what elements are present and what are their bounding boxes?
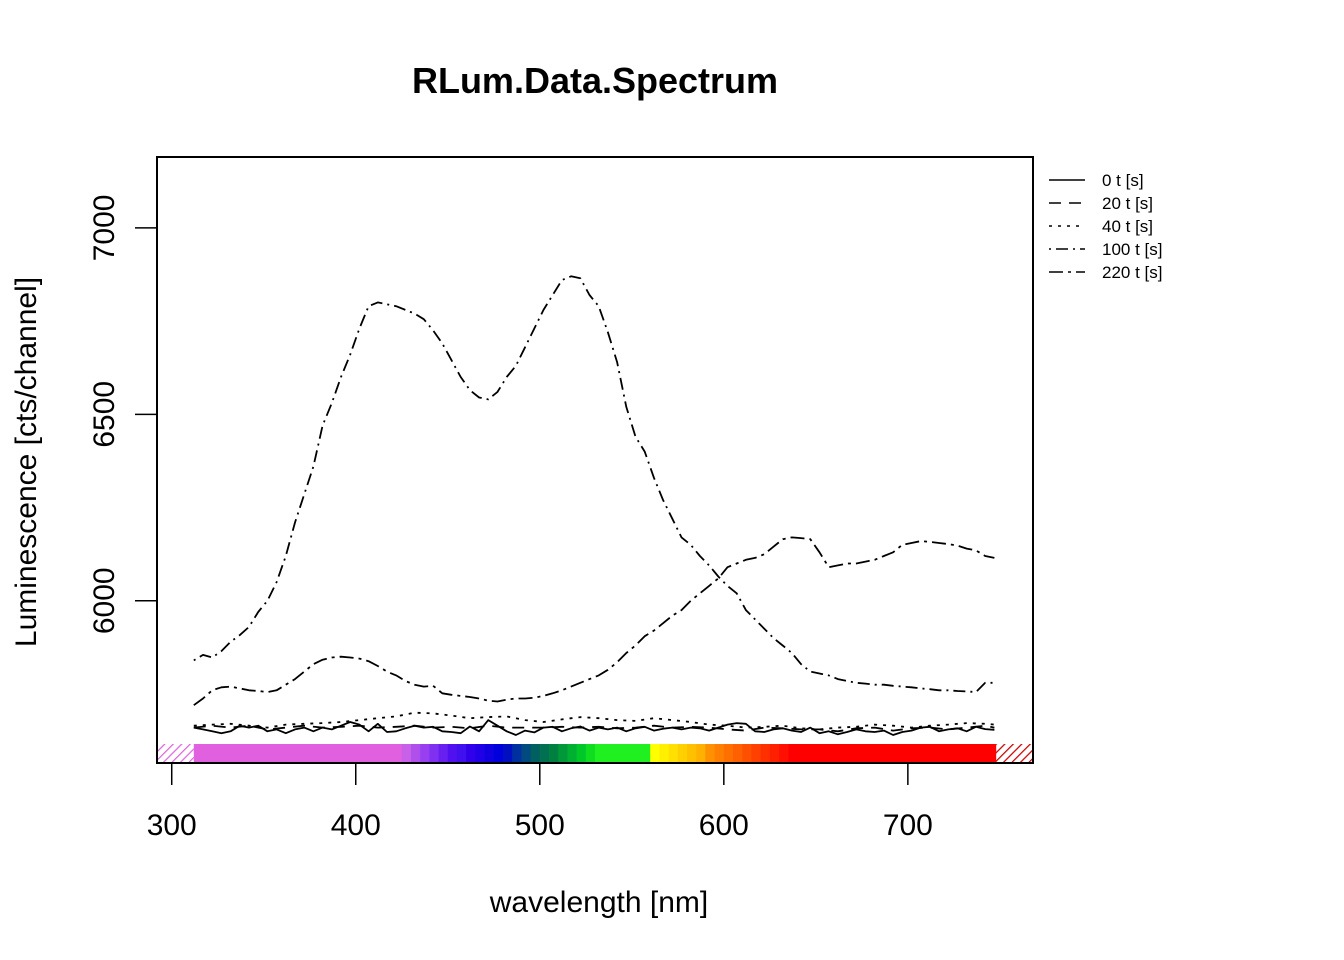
color-bar-segment <box>429 744 440 763</box>
color-bar-segment <box>548 744 559 763</box>
color-bar-segment <box>723 744 734 763</box>
y-axis-label: Luminescence [cts/channel] <box>10 277 43 647</box>
color-bar-segment <box>512 744 522 763</box>
color-bar-segment <box>456 744 467 763</box>
color-bar-segment <box>410 744 421 763</box>
series-group <box>193 275 995 736</box>
color-bar-segment <box>558 744 568 763</box>
color-bar-segment <box>484 744 495 763</box>
color-bar-ir-hatch <box>996 744 1032 763</box>
x-tick-label: 400 <box>331 809 381 842</box>
color-bar-segment <box>193 744 403 763</box>
color-bar-segment <box>668 744 679 763</box>
color-bar-segment <box>687 744 697 763</box>
color-bar-segment <box>733 744 743 763</box>
color-bar-segment <box>779 744 789 763</box>
color-bar-segment <box>659 744 670 763</box>
y-tick-label: 7000 <box>88 195 121 262</box>
color-bar-segment <box>769 744 780 763</box>
color-bar-segment <box>576 744 587 763</box>
legend-label-0: 0 t [s] <box>1102 171 1144 190</box>
series-line-0 <box>193 719 995 736</box>
color-bar-segment <box>760 744 771 763</box>
color-bar-segment <box>650 744 661 763</box>
color-bar-uv-hatch <box>158 744 194 763</box>
color-bar-segment <box>751 744 762 763</box>
color-bar-segment <box>447 744 458 763</box>
color-bar-segment <box>502 744 513 763</box>
x-axis: 300 400 500 600 700 <box>147 762 933 842</box>
color-bar-segment <box>567 744 578 763</box>
color-bar-segment <box>788 744 997 763</box>
series-line-1 <box>193 724 995 733</box>
legend-label-3: 100 t [s] <box>1102 240 1162 259</box>
color-bar-segment <box>677 744 688 763</box>
chart-title: RLum.Data.Spectrum <box>412 60 778 101</box>
color-bar-segment <box>705 744 716 763</box>
color-bar-segment <box>466 744 476 763</box>
color-bar-segment <box>438 744 449 763</box>
color-bar-segment <box>493 744 504 763</box>
x-tick-label: 300 <box>147 809 197 842</box>
color-bar-segment <box>521 744 532 763</box>
series-line-3 <box>193 275 995 693</box>
y-tick-label: 6500 <box>88 381 121 448</box>
legend-label-1: 20 t [s] <box>1102 194 1153 213</box>
x-axis-label: wavelength [nm] <box>489 886 708 919</box>
color-bar-segment <box>696 744 707 763</box>
legend: 0 t [s] 20 t [s] 40 t [s] 100 t [s] 220 t [s… <box>1049 171 1162 282</box>
color-bar-segment <box>539 744 550 763</box>
legend-label-2: 40 t [s] <box>1102 217 1153 236</box>
series-line-2 <box>193 711 995 731</box>
color-bar-segment <box>595 744 651 763</box>
series-line-4 <box>193 536 995 706</box>
color-bar-segment <box>530 744 541 763</box>
wavelength-color-bar <box>158 744 1032 763</box>
color-bar-segment <box>401 744 412 763</box>
color-bar-segment <box>742 744 753 763</box>
y-axis: 6000 6500 7000 <box>88 195 158 634</box>
color-bar-segment <box>420 744 430 763</box>
legend-label-4: 220 t [s] <box>1102 263 1162 282</box>
color-bar-segment <box>475 744 486 763</box>
x-tick-label: 600 <box>699 809 749 842</box>
plot-frame <box>156 156 1034 764</box>
color-bar-segment <box>714 744 725 763</box>
x-tick-label: 500 <box>515 809 565 842</box>
color-bar-segment <box>585 744 596 763</box>
x-tick-label: 700 <box>883 809 933 842</box>
y-tick-label: 6000 <box>88 567 121 634</box>
